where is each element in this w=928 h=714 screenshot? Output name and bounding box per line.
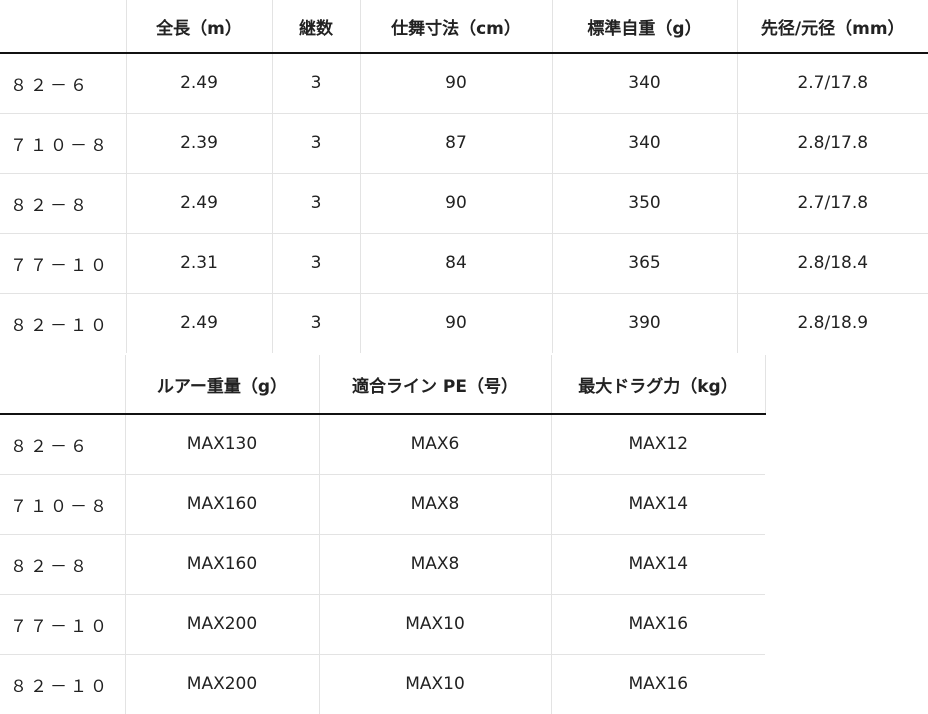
model-cell: ７７－１０ xyxy=(0,233,127,294)
table-cell: MAX12 xyxy=(550,414,765,475)
table-cell: 2.39 xyxy=(125,113,273,174)
table-cell: MAX16 xyxy=(550,594,765,655)
table-cell: 3 xyxy=(271,53,361,114)
table-cell: 3 xyxy=(271,173,361,234)
table-row: ８２－８ 2.49 3 90 350 2.7/17.8 xyxy=(0,173,928,234)
table-cell: 90 xyxy=(359,53,553,114)
table-row: ７１０－８ MAX160 MAX8 MAX14 xyxy=(0,474,765,535)
table-cell: MAX14 xyxy=(550,474,765,535)
model-cell: ７７－１０ xyxy=(0,594,126,655)
table-cell: 2.49 xyxy=(125,173,273,234)
table-row: ７７－１０ MAX200 MAX10 MAX16 xyxy=(0,594,765,655)
table-header-row: ルアー重量（g） 適合ライン PE（号） 最大ドラグ力（kg） xyxy=(0,355,766,415)
column-header: 仕舞寸法（cm） xyxy=(359,0,553,54)
table-cell: 2.49 xyxy=(125,293,273,353)
column-header: 全長（m） xyxy=(125,0,273,54)
table-cell: MAX8 xyxy=(318,474,552,535)
table-row: ８２－１０ 2.49 3 90 390 2.8/18.9 xyxy=(0,293,928,353)
table-cell: 3 xyxy=(271,293,361,353)
table-cell: MAX160 xyxy=(124,474,320,535)
table-cell: 90 xyxy=(359,173,553,234)
table-cell: 390 xyxy=(551,293,738,353)
column-header: 先径/元径（mm） xyxy=(736,0,928,54)
table-cell: 90 xyxy=(359,293,553,353)
table-row: ７１０－８ 2.39 3 87 340 2.8/17.8 xyxy=(0,113,928,174)
table-cell: MAX14 xyxy=(550,534,765,595)
table-cell: MAX16 xyxy=(550,654,765,714)
table-cell: 2.7/17.8 xyxy=(736,53,928,114)
table-cell: MAX10 xyxy=(318,654,552,714)
model-cell: ８２－８ xyxy=(0,173,127,234)
table-row: ８２－１０ MAX200 MAX10 MAX16 xyxy=(0,654,765,714)
table-cell: 2.49 xyxy=(125,53,273,114)
table-cell: 2.7/17.8 xyxy=(736,173,928,234)
table-cell: MAX130 xyxy=(124,414,320,475)
table-cell: 3 xyxy=(271,233,361,294)
spec-table-2: ルアー重量（g） 適合ライン PE（号） 最大ドラグ力（kg） ８２－６ MAX130… xyxy=(0,355,766,714)
table-cell: 2.8/18.4 xyxy=(736,233,928,294)
column-header: 適合ライン PE（号） xyxy=(318,355,552,415)
table-cell: 2.8/18.9 xyxy=(736,293,928,353)
model-cell: ８２－６ xyxy=(0,414,126,475)
table-cell: 2.8/17.8 xyxy=(736,113,928,174)
model-cell: ７１０－８ xyxy=(0,113,127,174)
table-cell: MAX160 xyxy=(124,534,320,595)
column-header: 最大ドラグ力（kg） xyxy=(550,355,766,415)
column-header xyxy=(0,355,126,415)
table-cell: MAX10 xyxy=(318,594,552,655)
table-cell: MAX200 xyxy=(124,594,320,655)
table-row: ７７－１０ 2.31 3 84 365 2.8/18.4 xyxy=(0,233,928,294)
table-cell: 365 xyxy=(551,233,738,294)
table-cell: 340 xyxy=(551,113,738,174)
table-cell: MAX6 xyxy=(318,414,552,475)
spec-table-1: 全長（m） 継数 仕舞寸法（cm） 標準自重（g） 先径/元径（mm） ８２－６ 2.49… xyxy=(0,0,928,353)
table-cell: MAX200 xyxy=(124,654,320,714)
column-header: 標準自重（g） xyxy=(551,0,738,54)
column-header: 継数 xyxy=(271,0,361,54)
table-row: ８２－８ MAX160 MAX8 MAX14 xyxy=(0,534,765,595)
table-header-row: 全長（m） 継数 仕舞寸法（cm） 標準自重（g） 先径/元径（mm） xyxy=(0,0,928,54)
model-cell: ８２－１０ xyxy=(0,654,126,714)
table-cell: 2.31 xyxy=(125,233,273,294)
column-header: ルアー重量（g） xyxy=(124,355,320,415)
table-cell: 87 xyxy=(359,113,553,174)
model-cell: ８２－８ xyxy=(0,534,126,595)
column-header xyxy=(0,0,127,54)
table-cell: MAX8 xyxy=(318,534,552,595)
table-row: ８２－６ MAX130 MAX6 MAX12 xyxy=(0,414,765,475)
model-cell: ８２－１０ xyxy=(0,293,127,353)
model-cell: ７１０－８ xyxy=(0,474,126,535)
table-cell: 350 xyxy=(551,173,738,234)
table-cell: 84 xyxy=(359,233,553,294)
model-cell: ８２－６ xyxy=(0,53,127,114)
table-cell: 340 xyxy=(551,53,738,114)
table-cell: 3 xyxy=(271,113,361,174)
table-row: ８２－６ 2.49 3 90 340 2.7/17.8 xyxy=(0,53,928,114)
